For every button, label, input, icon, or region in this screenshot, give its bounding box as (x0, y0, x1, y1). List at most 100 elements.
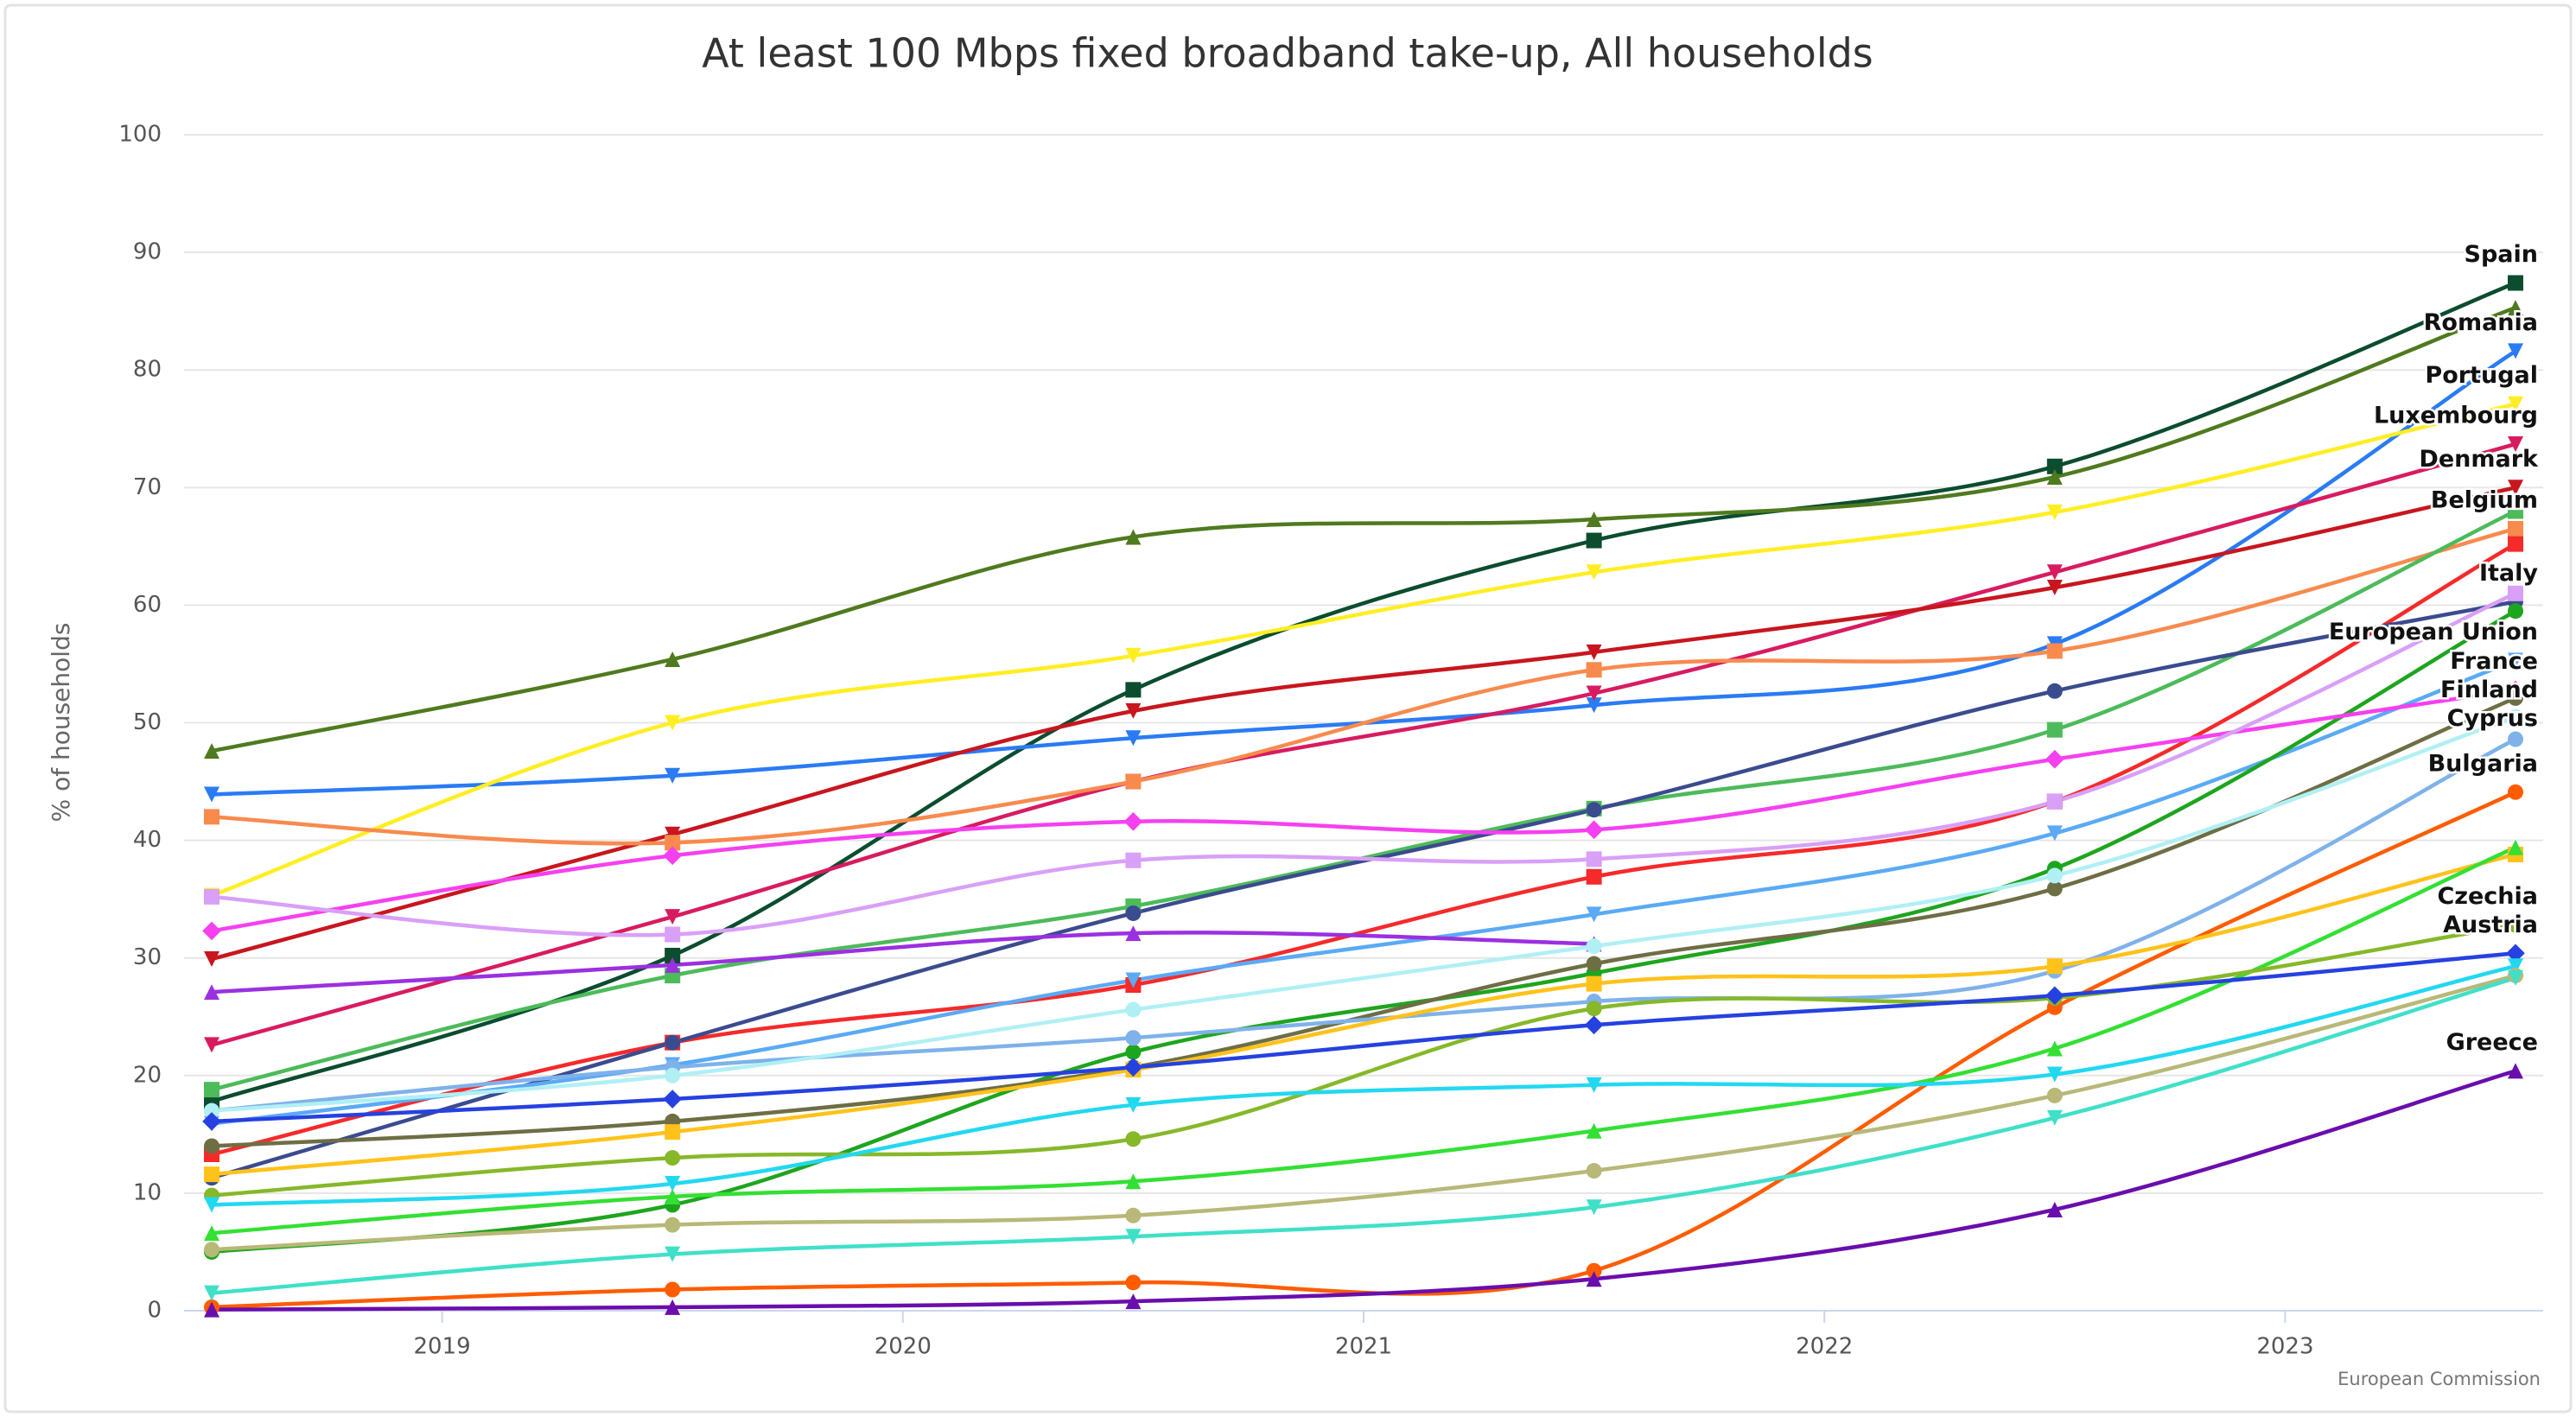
series-line (211, 1069, 2516, 1312)
markers (202, 275, 2525, 1318)
data-point (2046, 469, 2063, 486)
data-point (203, 743, 219, 759)
data-point (1586, 564, 1602, 581)
series-label: Luxembourg (2374, 402, 2538, 429)
data-point (665, 1281, 681, 1298)
data-point (1125, 1207, 1142, 1223)
data-point (203, 1082, 219, 1098)
data-point (1586, 1001, 1602, 1017)
credits: European Commission (2337, 1369, 2541, 1389)
data-point (1123, 1058, 1143, 1077)
data-point (2508, 300, 2524, 316)
y-tick-label: 70 (133, 474, 162, 500)
series-label: Spain (2465, 241, 2538, 268)
data-point (1586, 644, 1602, 660)
data-point (1586, 802, 1602, 818)
data-point (1586, 868, 1602, 885)
series-line (211, 688, 2516, 933)
data-point (1125, 730, 1142, 747)
data-point (1125, 1096, 1142, 1113)
series-line (211, 715, 2516, 1113)
y-tick-label: 0 (147, 1298, 162, 1324)
series-line (211, 542, 2517, 1157)
data-point (665, 926, 681, 943)
data-point (2045, 749, 2064, 769)
data-point (2508, 435, 2524, 452)
series-line (211, 845, 2516, 1236)
series-line (211, 696, 2516, 1148)
data-point (665, 1246, 681, 1262)
series-line (211, 281, 2516, 1103)
data-point (2046, 579, 2063, 595)
data-point (2506, 944, 2525, 963)
y-tick-label: 10 (133, 1179, 162, 1205)
data-point (203, 1242, 219, 1258)
y-tick-label: 90 (133, 239, 162, 265)
data-point (1125, 529, 1142, 545)
data-point (2508, 275, 2524, 291)
x-tick-label: 2023 (2256, 1334, 2313, 1360)
data-point (665, 1034, 681, 1051)
data-point (203, 1138, 219, 1154)
data-point (1586, 1271, 1602, 1287)
data-point (2508, 520, 2524, 537)
data-point (1125, 852, 1142, 868)
series-label: Greece (2446, 1029, 2538, 1056)
data-point (665, 1150, 681, 1166)
data-point (2046, 1087, 2063, 1103)
data-point (665, 651, 681, 668)
data-point (2046, 721, 2063, 738)
data-point (1125, 1131, 1142, 1147)
data-point (2046, 683, 2063, 699)
data-point (203, 1225, 219, 1242)
x-tick-label: 2022 (1796, 1334, 1853, 1360)
data-point (1586, 938, 1602, 955)
data-point (1586, 685, 1602, 702)
series-label: Belgium (2431, 486, 2538, 513)
data-point (203, 1301, 219, 1318)
data-point (2046, 825, 2063, 842)
data-point (1586, 1163, 1602, 1179)
series-line (211, 964, 2516, 1207)
data-point (2508, 731, 2524, 747)
data-point (663, 846, 682, 866)
data-point (1586, 906, 1602, 923)
data-point (1586, 851, 1602, 867)
series-label: Bulgaria (2428, 750, 2538, 777)
data-point (1125, 905, 1142, 921)
data-point (665, 1299, 681, 1315)
y-tick-label: 40 (133, 827, 162, 853)
data-point (1125, 1274, 1142, 1291)
data-point (665, 767, 681, 784)
data-point (2046, 504, 2063, 520)
series-line (211, 591, 2516, 937)
series-label: Czechia (2437, 883, 2538, 910)
chart-frame (3, 3, 2573, 1414)
data-point (202, 1112, 221, 1131)
series-label: Austria (2443, 912, 2538, 938)
chart-title: At least 100 Mbps fixed broadband take-u… (702, 30, 1873, 77)
data-point (1586, 1122, 1602, 1139)
data-point (1584, 820, 1604, 840)
series-label: Italy (2479, 560, 2538, 587)
data-point (665, 1188, 681, 1204)
data-point (665, 1176, 681, 1192)
data-point (203, 951, 219, 968)
data-point (1125, 1044, 1142, 1060)
data-point (665, 947, 681, 963)
data-point (2508, 343, 2524, 359)
y-tick-label: 80 (133, 357, 162, 383)
data-point (1125, 1229, 1142, 1245)
y-tick-label: 30 (133, 944, 162, 970)
data-point (2508, 503, 2524, 519)
data-point (2046, 643, 2063, 659)
data-point (1586, 662, 1602, 678)
data-point (203, 1197, 219, 1213)
data-point (203, 1285, 219, 1301)
data-point (2508, 708, 2524, 725)
data-point (663, 1090, 682, 1109)
data-point (2046, 1201, 2063, 1217)
data-point (2508, 603, 2524, 620)
data-point (1584, 1015, 1604, 1035)
